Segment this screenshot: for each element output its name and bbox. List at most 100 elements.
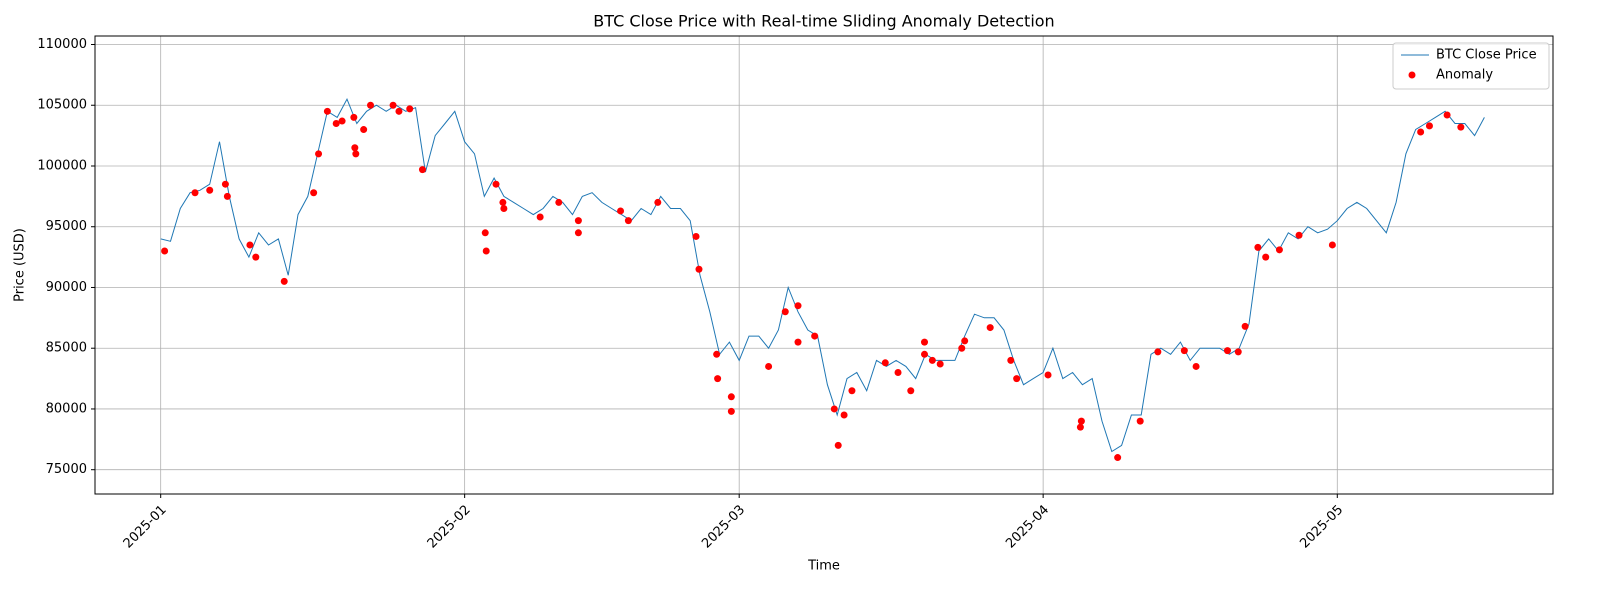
anomaly-point [727,393,735,401]
anomaly-point [654,198,662,206]
anomaly-point [713,350,721,358]
anomaly-point [221,180,229,188]
anomaly-point [492,180,500,188]
anomaly-point [840,411,848,419]
anomaly-point [1275,246,1283,254]
anomaly-point [1013,375,1021,383]
anomaly-point [367,101,375,109]
anomaly-point [928,356,936,364]
anomaly-point [482,247,490,255]
anomaly-point [907,387,915,395]
anomaly-point [1234,348,1242,356]
anomaly-point [352,150,360,158]
anomaly-point [1425,122,1433,130]
anomaly-point [280,277,288,285]
legend-box [1392,42,1550,90]
anomaly-point [574,229,582,237]
anomaly-point [714,375,722,383]
anomaly-point [323,107,331,115]
anomaly-point [624,217,632,225]
anomaly-point [1443,111,1451,119]
anomaly-point [834,441,842,449]
anomaly-point [395,107,403,115]
legend-label: Anomaly [1436,68,1493,83]
anomaly-point [961,337,969,345]
anomaly-point [338,117,346,125]
legend-label: BTC Close Price [1436,48,1537,63]
y-tick-label: 80000 [46,401,87,416]
anomaly-point [500,205,508,213]
y-axis-label: Price (USD) [13,228,28,302]
anomaly-point [695,265,703,273]
anomaly-point [781,308,789,316]
y-tick-label: 105000 [37,98,87,113]
y-tick-label: 75000 [46,462,87,477]
y-tick-label: 90000 [46,280,87,295]
anomaly-point [1223,347,1231,355]
anomaly-point [1077,417,1085,425]
anomaly-point [161,247,169,255]
anomaly-point [536,213,544,221]
anomaly-point [727,407,735,415]
anomaly-point [574,217,582,225]
anomaly-point [252,253,260,261]
anomaly-point [1417,128,1425,136]
anomaly-point [315,150,323,158]
anomaly-point [765,362,773,370]
anomaly-point [350,113,358,121]
anomaly-point [1254,243,1262,251]
anomaly-point [881,359,889,367]
anomaly-point [1262,253,1270,261]
y-tick-label: 95000 [46,219,87,234]
y-tick-label: 85000 [46,341,87,356]
anomaly-point [1154,348,1162,356]
anomaly-point [1007,356,1015,364]
anomaly-point [1457,123,1465,131]
anomaly-point [921,338,929,346]
y-tick-label: 100000 [37,158,87,173]
chart-title: BTC Close Price with Real-time Sliding A… [593,12,1054,31]
anomaly-point [1044,371,1052,379]
anomaly-point [1295,231,1303,239]
x-axis-label: Time [807,559,840,574]
anomaly-point [1114,454,1122,462]
anomaly-point [1180,347,1188,355]
anomaly-point [246,241,254,249]
anomaly-point [848,387,856,395]
anomaly-point [360,126,368,134]
anomaly-point [958,344,966,352]
anomaly-point [1136,417,1144,425]
anomaly-point [894,369,902,377]
anomaly-point [418,166,426,174]
plot-frame [94,35,1554,495]
anomaly-point [389,101,397,109]
anomaly-point [936,360,944,368]
anomaly-point [986,324,994,332]
y-tick-label: 110000 [37,37,87,52]
anomaly-point [351,144,359,152]
anomaly-point [310,189,318,197]
anomaly-point [617,207,625,215]
anomaly-point [921,350,929,358]
anomaly-point [223,192,231,200]
anomaly-point [811,332,819,340]
anomaly-point [794,302,802,310]
price-line [160,98,1485,453]
anomaly-point [206,186,214,194]
anomaly-point [830,405,838,413]
anomaly-point [1076,423,1084,431]
anomaly-point [555,198,563,206]
legend-marker [1408,71,1416,79]
anomaly-point [794,338,802,346]
anomaly-point [1192,362,1200,370]
anomaly-point [191,189,199,197]
anomaly-point [1328,241,1336,249]
anomaly-point [692,232,700,240]
anomaly-point [1241,322,1249,330]
anomaly-point [481,229,489,237]
anomaly-point [499,198,507,206]
anomaly-point [406,105,414,113]
anomaly-point [332,119,340,127]
